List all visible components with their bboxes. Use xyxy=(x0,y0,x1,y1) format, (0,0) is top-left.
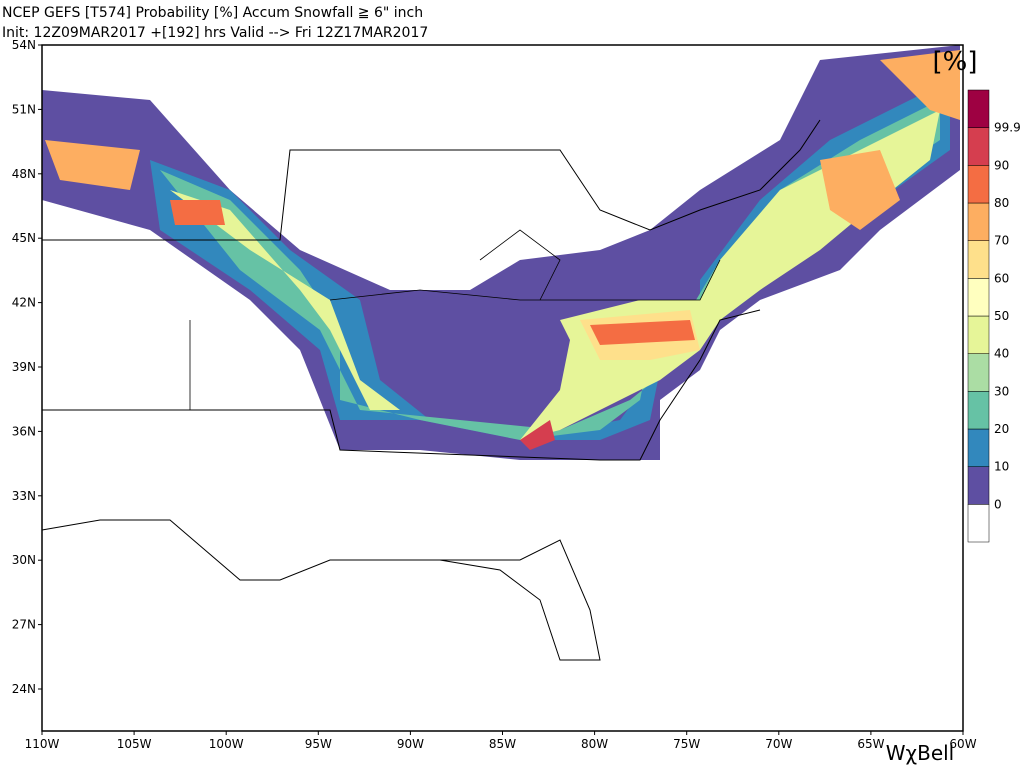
colorbar-swatch xyxy=(967,353,990,392)
lat-label: 42N xyxy=(12,296,36,310)
lat-label: 24N xyxy=(12,682,36,696)
colorbar-swatch xyxy=(967,428,990,467)
lon-label: 100W xyxy=(209,737,244,751)
boundaries xyxy=(41,119,821,661)
lon-label: 65W xyxy=(857,737,884,751)
lat-label: 54N xyxy=(12,38,36,52)
lon-label: 80W xyxy=(581,737,608,751)
lon-label: 75W xyxy=(673,737,700,751)
lat-label: 48N xyxy=(12,167,36,181)
lon-label: 70W xyxy=(765,737,792,751)
colorbar-label: 10 xyxy=(994,460,1009,474)
lat-label: 33N xyxy=(12,489,36,503)
colorbar-label: 99.9 xyxy=(994,121,1021,135)
colorbar-label: 0 xyxy=(994,497,1002,511)
colorbar-swatch xyxy=(967,202,990,241)
colorbar: 0 10 20 30 40 50 60 70 80 90 99.9 xyxy=(967,89,1021,543)
colorbar-label: 50 xyxy=(994,309,1009,323)
colorbar-swatch xyxy=(967,127,990,166)
colorbar-swatch xyxy=(967,278,990,317)
lon-label: 105W xyxy=(117,737,152,751)
colorbar-swatch xyxy=(967,504,990,543)
colorbar-swatch xyxy=(967,89,990,128)
lon-label: 60W xyxy=(949,737,976,751)
colorbar-label: 90 xyxy=(994,158,1009,172)
subtitle: Init: 12Z09MAR2017 +[192] hrs Valid --> … xyxy=(2,25,428,41)
lon-label: 90W xyxy=(397,737,424,751)
lon-label: 110W xyxy=(25,737,60,751)
colorbar-label: 30 xyxy=(994,384,1009,398)
lat-label: 45N xyxy=(12,231,36,245)
lat-label: 51N xyxy=(12,102,36,116)
lat-label: 30N xyxy=(12,553,36,567)
colorbar-swatch xyxy=(967,391,990,430)
lon-label: 85W xyxy=(489,737,516,751)
logo: WχBell xyxy=(886,741,954,765)
colorbar-swatch xyxy=(967,466,990,505)
colorbar-label: 20 xyxy=(994,422,1009,436)
title: NCEP GEFS [T574] Probability [%] Accum S… xyxy=(2,5,423,21)
colorbar-label: 60 xyxy=(994,271,1009,285)
colorbar-swatch xyxy=(967,315,990,354)
colorbar-unit: [%] xyxy=(933,47,978,77)
lat-label: 36N xyxy=(12,424,36,438)
colorbar-label: 70 xyxy=(994,234,1009,248)
colorbar-label: 80 xyxy=(994,196,1009,210)
lat-label: 39N xyxy=(12,360,36,374)
colorbar-label: 40 xyxy=(994,347,1009,361)
snow-shading xyxy=(42,45,960,460)
lat-label: 27N xyxy=(12,618,36,632)
colorbar-swatch xyxy=(967,165,990,204)
colorbar-swatch xyxy=(967,240,990,279)
lon-label: 95W xyxy=(305,737,332,751)
